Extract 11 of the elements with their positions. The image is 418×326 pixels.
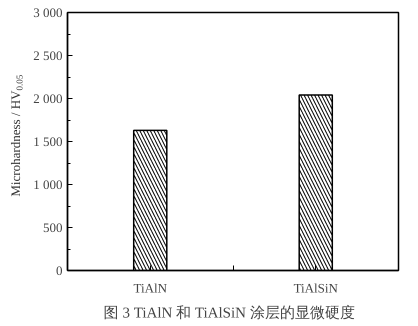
x-tick-label: TiAlSiN	[294, 280, 339, 296]
y-tick-label: 2 000	[33, 91, 62, 106]
y-tick-label: 500	[43, 220, 62, 235]
text: 图 3 TiAlN 和 TiAlSiN 涂层的显微硬度	[104, 304, 355, 322]
y-tick-label: 2 500	[33, 48, 62, 63]
x-tick-label: TiAlN	[134, 280, 168, 296]
y-tick-label: 0	[56, 263, 62, 278]
y-axis-title: Microhardness / HV0.05	[8, 74, 24, 197]
y-tick-label: 1 500	[33, 134, 62, 149]
y-tick-label: 1 000	[33, 177, 62, 192]
y-tick-label: 3 000	[33, 5, 62, 20]
